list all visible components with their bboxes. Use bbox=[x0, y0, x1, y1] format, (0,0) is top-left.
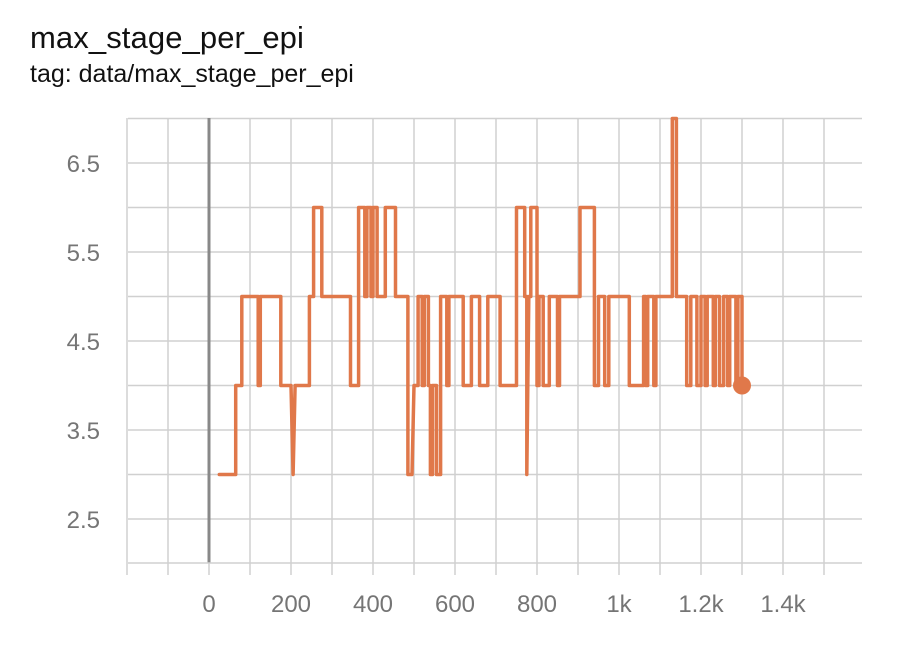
x-axis bbox=[126, 562, 862, 575]
series-layer[interactable] bbox=[217, 116, 751, 477]
x-tick-label: 600 bbox=[435, 591, 475, 618]
x-tick-label: 800 bbox=[517, 591, 557, 618]
x-tick-labels: 0 200 400 600 800 1k 1.2k 1.4k bbox=[202, 591, 806, 618]
x-tick-label: 1.2k bbox=[678, 591, 724, 618]
series-line[interactable] bbox=[217, 116, 744, 477]
y-tick-labels: 2.5 3.5 4.5 5.5 6.5 bbox=[67, 151, 100, 534]
x-tick-label: 1k bbox=[606, 591, 632, 618]
y-tick-label: 2.5 bbox=[67, 507, 100, 534]
y-tick-label: 4.5 bbox=[67, 329, 100, 356]
y-tick-label: 6.5 bbox=[67, 151, 100, 178]
chart-title: max_stage_per_epi bbox=[30, 20, 304, 55]
y-tick-label: 5.5 bbox=[67, 240, 100, 267]
y-gridlines bbox=[128, 117, 862, 520]
x-tick-label: 1.4k bbox=[760, 591, 806, 618]
x-tick-label: 200 bbox=[271, 591, 311, 618]
x-tick-label: 0 bbox=[202, 591, 215, 618]
last-point-marker[interactable] bbox=[733, 376, 751, 395]
chart-subtitle: tag: data/max_stage_per_epi bbox=[30, 60, 354, 88]
x-tick-label: 400 bbox=[353, 591, 393, 618]
y-tick-label: 3.5 bbox=[67, 418, 100, 445]
